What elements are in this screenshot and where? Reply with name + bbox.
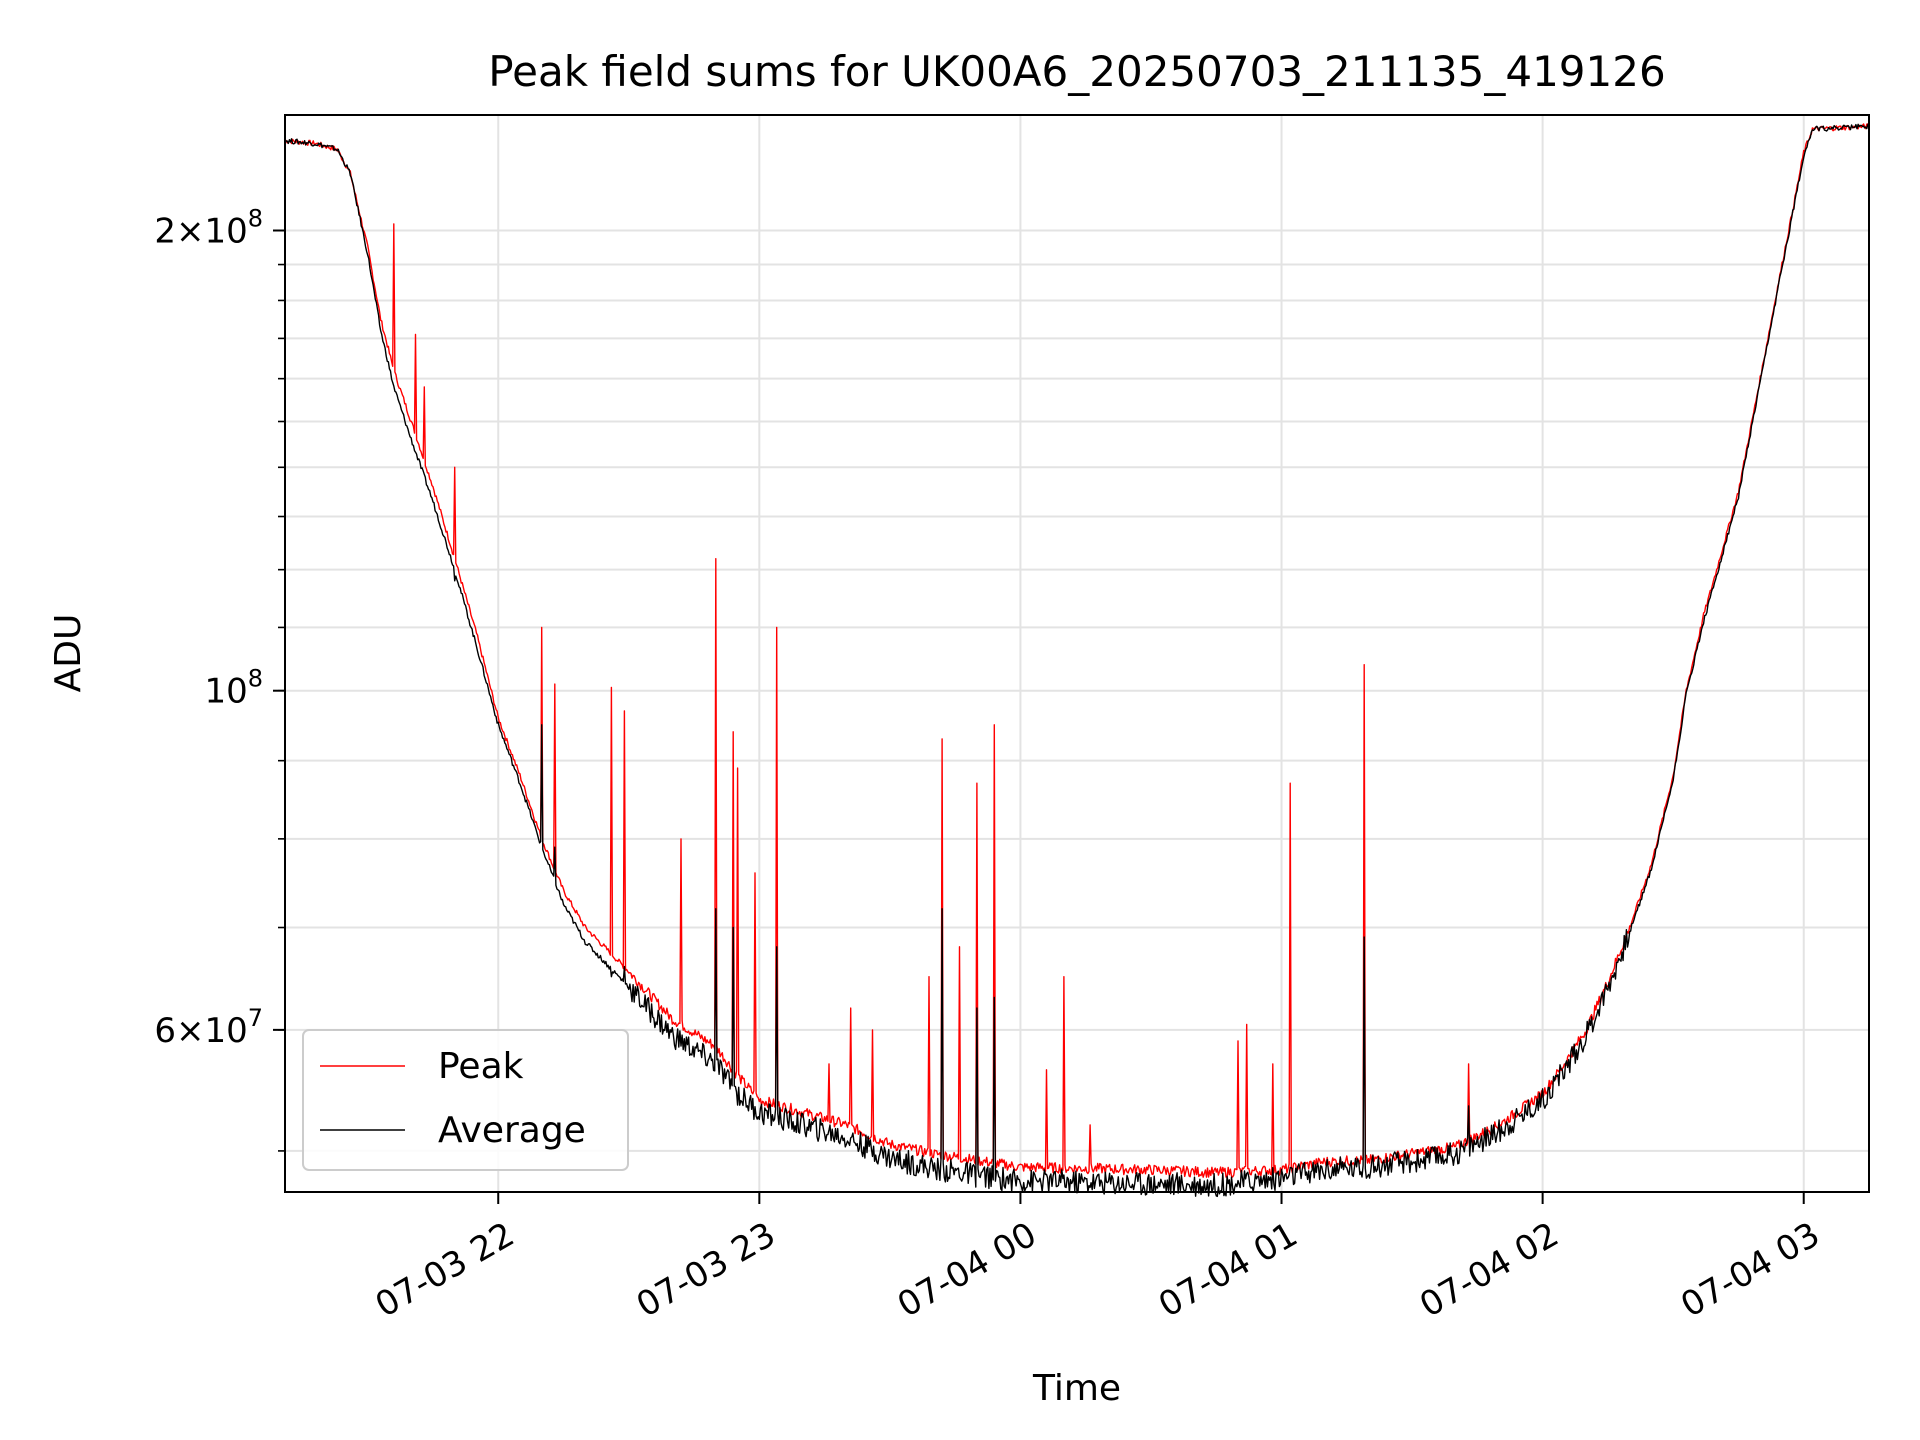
- plot-frame: [284, 114, 1870, 1193]
- chart-title: Peak field sums for UK00A6_20250703_2111…: [488, 47, 1665, 96]
- x-axis-label: Time: [1032, 1368, 1121, 1409]
- y-tick-label-1: 108: [204, 665, 263, 712]
- legend-label-average: Average: [438, 1110, 586, 1151]
- y-tick-label-2: 6×107: [154, 1004, 263, 1051]
- legend-box: [302, 1029, 629, 1171]
- y-axis-ticks: 2×108 108 6×107: [154, 204, 285, 1152]
- legend: Peak Average: [302, 1029, 629, 1171]
- legend-label-peak: Peak: [438, 1046, 524, 1087]
- grid-lines: [285, 115, 1869, 1192]
- y-axis-label: ADU: [48, 614, 89, 693]
- y-tick-label-0: 2×108: [154, 204, 263, 251]
